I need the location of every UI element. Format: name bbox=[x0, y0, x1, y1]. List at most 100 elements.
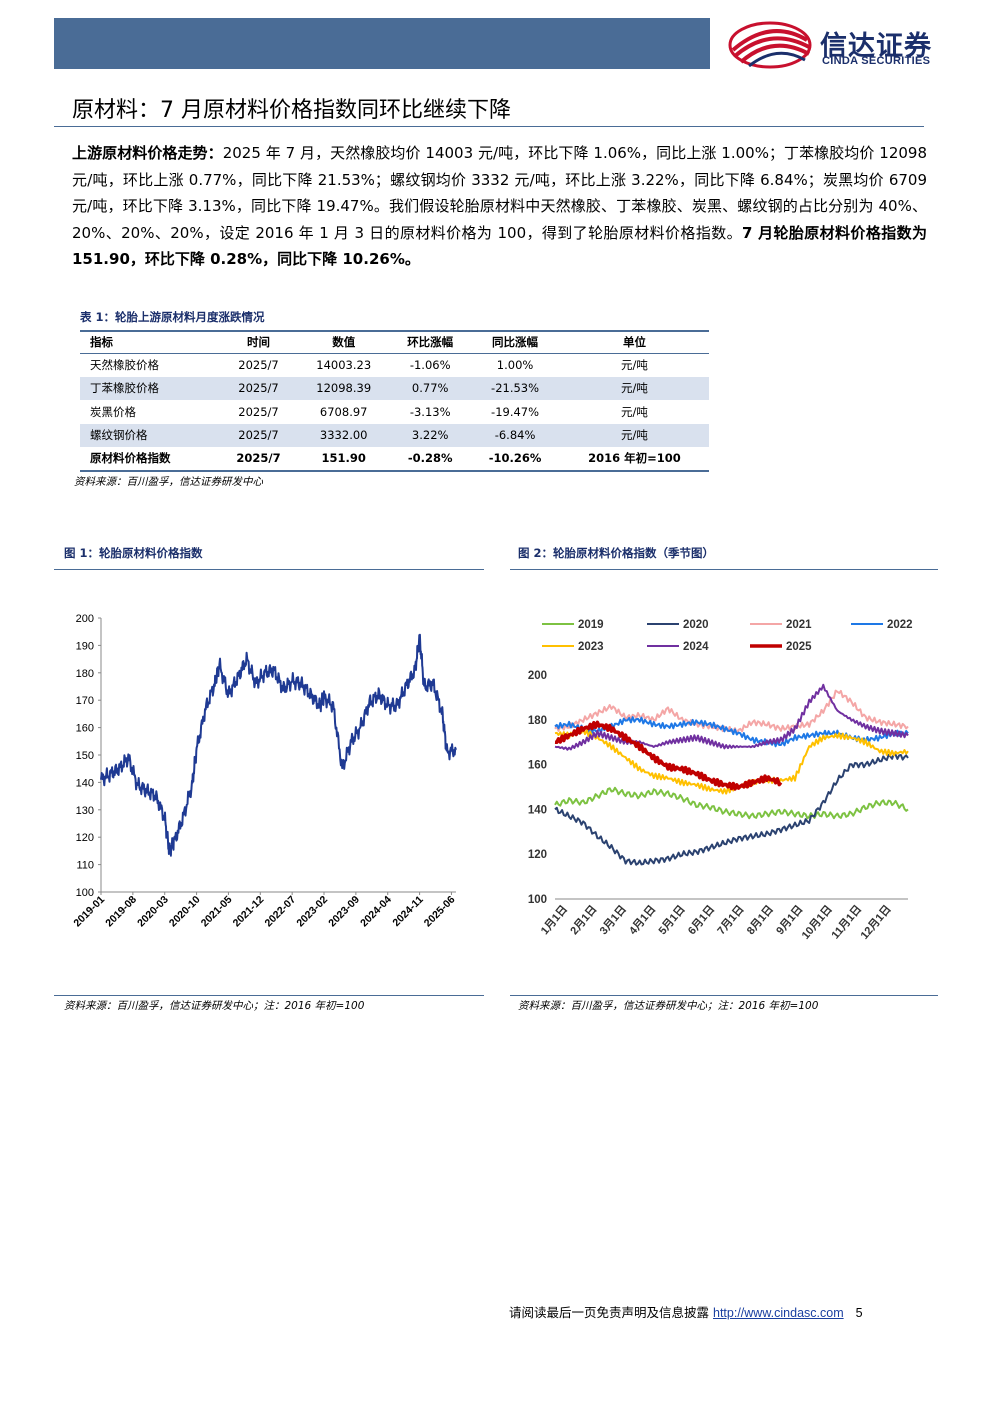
x-tick-label: 6月1日 bbox=[685, 903, 717, 938]
table-cell: -6.84% bbox=[470, 423, 560, 447]
cinda-logo-icon bbox=[728, 21, 812, 69]
table-cell: 0.77% bbox=[390, 376, 471, 400]
legend-label: 2023 bbox=[578, 641, 604, 653]
x-tick-label: 12月1日 bbox=[858, 903, 894, 942]
table-cell: 元/吨 bbox=[621, 358, 648, 372]
x-tick-label: 2024-11 bbox=[390, 894, 425, 929]
table-cell: 螺纹钢价格 bbox=[80, 423, 220, 447]
table-cell: 3332.00 bbox=[297, 423, 391, 447]
x-tick-label: 2024-04 bbox=[358, 894, 394, 930]
x-tick-label: 3月1日 bbox=[597, 903, 629, 938]
y-tick-label: 150 bbox=[76, 750, 94, 762]
y-tick-label: 200 bbox=[76, 613, 94, 625]
x-tick-label: 2月1日 bbox=[568, 903, 600, 938]
y-tick-label: 100 bbox=[528, 894, 547, 906]
y-tick-label: 160 bbox=[528, 760, 547, 772]
y-tick-label: 190 bbox=[76, 640, 94, 652]
legend-label: 2019 bbox=[578, 619, 604, 631]
x-tick-label: 10月1日 bbox=[799, 903, 835, 942]
summary-paragraph: 上游原材料价格走势：2025 年 7 月，天然橡胶均价 14003 元/吨，环比… bbox=[72, 140, 927, 273]
figure2-bottom-rule bbox=[510, 995, 938, 996]
figure2-chart: 2019 2020 2021 2022 2023 2024 2025 100 120 140 160… bbox=[528, 619, 913, 942]
table-cell: 2025/7 bbox=[238, 358, 279, 372]
table-row: 原材料价格指数 2025/7 151.90 -0.28% -10.26% 201… bbox=[80, 447, 709, 472]
x-tick-label: 2022-07 bbox=[263, 894, 299, 930]
y-tick-label: 120 bbox=[528, 849, 547, 861]
legend-label: 2024 bbox=[683, 641, 709, 653]
table-header-cell: 环比涨幅 bbox=[390, 330, 471, 354]
table-cell: -19.47% bbox=[491, 404, 540, 419]
figure2-source: 资料来源：百川盈孚，信达证券研发中心；注：2016 年初=100 bbox=[518, 1000, 819, 1012]
table-cell: 2016 年初=100 bbox=[559, 447, 709, 472]
table-row: 炭黑价格 2025/7 6708.97 -3.13% -19.47% 元/吨 bbox=[80, 400, 709, 424]
footer-link[interactable]: http://www.cindasc.com bbox=[713, 1306, 844, 1320]
table-cell: 丁苯橡胶价格 bbox=[80, 376, 220, 400]
x-tick-label: 7月1日 bbox=[715, 903, 747, 938]
figure2-title: 图 2：轮胎原材料价格指数（季节图） bbox=[518, 546, 715, 560]
y-tick-label: 120 bbox=[76, 832, 94, 844]
y-tick-label: 140 bbox=[528, 804, 547, 816]
table-header-cell: 时间 bbox=[219, 330, 298, 354]
y-tick-label: 170 bbox=[76, 695, 94, 707]
header-bar bbox=[54, 18, 710, 69]
legend-label: 2020 bbox=[683, 619, 709, 631]
figure1-source: 资料来源：百川盈孚，信达证券研发中心；注：2016 年初=100 bbox=[64, 1000, 365, 1012]
y-tick-label: 180 bbox=[528, 715, 547, 727]
table-cell: -21.53% bbox=[470, 376, 560, 400]
x-tick-label: 5月1日 bbox=[656, 903, 688, 938]
cinda-logo: 信达证券 CINDA SECURITIES bbox=[725, 20, 965, 70]
table-cell: -3.13% bbox=[409, 404, 451, 419]
table-cell: 2025/7 bbox=[219, 423, 298, 447]
table-row: 天然橡胶价格 2025/7 14003.23 -1.06% 1.00% 元/吨 bbox=[80, 353, 709, 377]
table-header-cell: 指标 bbox=[80, 330, 220, 354]
table-cell: 元/吨 bbox=[621, 404, 648, 419]
y-tick-label: 140 bbox=[76, 777, 94, 789]
y-tick-label: 100 bbox=[76, 887, 94, 899]
y-tick-label: 200 bbox=[528, 670, 547, 682]
figure1-chart: 1001101201301401501601701801902002019-01… bbox=[71, 613, 458, 930]
x-tick-label: 2021-05 bbox=[199, 894, 235, 930]
x-tick-label: 4月1日 bbox=[626, 903, 658, 938]
series-line-2025 bbox=[554, 720, 783, 791]
x-tick-label: 2025-06 bbox=[422, 894, 458, 930]
table-cell: 2025/7 bbox=[238, 404, 279, 419]
x-tick-label: 2021-12 bbox=[231, 894, 267, 930]
legend-label: 2025 bbox=[786, 641, 812, 653]
legend-label: 2022 bbox=[887, 619, 913, 631]
index-series-line bbox=[100, 633, 457, 857]
y-tick-label: 110 bbox=[76, 860, 94, 872]
table-cell: 12098.39 bbox=[297, 376, 391, 400]
table-cell: 2025/7 bbox=[219, 447, 298, 472]
series-line-2020 bbox=[554, 752, 909, 866]
x-tick-label: 8月1日 bbox=[744, 903, 776, 938]
series-line-2024 bbox=[554, 683, 909, 751]
table-header-cell: 数值 bbox=[297, 330, 391, 354]
table-cell: 元/吨 bbox=[559, 423, 709, 447]
x-tick-label: 2020-03 bbox=[135, 894, 171, 930]
x-tick-label: 1月1日 bbox=[538, 903, 570, 938]
paragraph-body: 2025 年 7 月，天然橡胶均价 14003 元/吨，环比下降 1.06%，同… bbox=[72, 144, 927, 242]
table-row: 螺纹钢价格 2025/7 3332.00 3.22% -6.84% 元/吨 bbox=[80, 423, 709, 447]
legend-label: 2021 bbox=[786, 619, 812, 631]
table-cell: 元/吨 bbox=[559, 376, 709, 400]
figure1-bottom-rule bbox=[54, 995, 484, 996]
page-footer: 请阅读最后一页免责声明及信息披露 http://www.cindasc.com … bbox=[509, 1302, 863, 1321]
figure1-top-rule bbox=[54, 569, 484, 570]
table-cell: 天然橡胶价格 bbox=[90, 358, 159, 372]
table-cell: 14003.23 bbox=[316, 358, 372, 372]
x-tick-label: 2023-09 bbox=[326, 894, 362, 930]
table-cell: 3.22% bbox=[390, 423, 471, 447]
page-number: 5 bbox=[855, 1306, 863, 1320]
table1-source: 资料来源：百川盈孚，信达证券研发中心 bbox=[74, 476, 263, 488]
section-title: 原材料：7 月原材料价格指数同环比继续下降 bbox=[72, 98, 511, 123]
figure1-title: 图 1：轮胎原材料价格指数 bbox=[64, 546, 203, 560]
title-rule bbox=[54, 126, 924, 127]
paragraph-lead: 上游原材料价格走势： bbox=[72, 144, 223, 162]
table-cell: 2025/7 bbox=[219, 376, 298, 400]
table1-title: 表 1：轮胎上游原材料月度涨跌情况 bbox=[80, 310, 265, 324]
table-header-cell: 同比涨幅 bbox=[470, 330, 560, 354]
y-tick-label: 160 bbox=[76, 723, 94, 735]
table-cell: 151.90 bbox=[297, 447, 391, 472]
table-cell: -0.28% bbox=[390, 447, 471, 472]
x-tick-label: 2019-08 bbox=[103, 894, 139, 930]
